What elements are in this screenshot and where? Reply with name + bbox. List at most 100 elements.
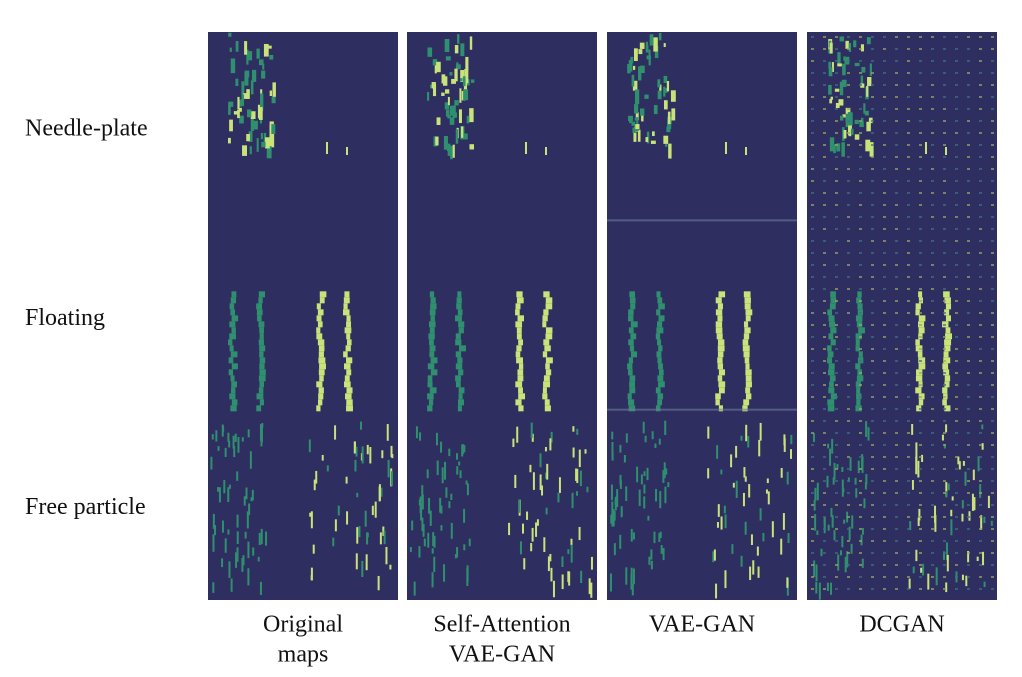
noise-dot [991, 336, 994, 338]
pattern-streak [918, 363, 926, 370]
noise-dot [895, 276, 898, 278]
pattern-streak [732, 482, 735, 488]
noise-dot [835, 132, 838, 134]
pattern-streak [715, 327, 723, 334]
noise-dot [991, 36, 994, 38]
pattern-streak [620, 506, 623, 518]
noise-dot [979, 348, 982, 350]
noise-dot [931, 444, 934, 446]
noise-dot [943, 516, 946, 518]
pattern-streak [656, 327, 664, 334]
noise-dot [883, 132, 886, 134]
pattern-streak [229, 333, 236, 340]
pattern-streak [239, 115, 244, 124]
pattern-streak [512, 438, 515, 448]
pattern-streak [517, 375, 524, 382]
pattern-streak [390, 445, 393, 458]
noise-dot [895, 576, 898, 578]
noise-dot [931, 240, 934, 242]
pattern-streak [663, 75, 668, 83]
pattern-streak [461, 126, 464, 138]
noise-dot [955, 540, 958, 542]
noise-dot [871, 528, 874, 530]
pattern-streak [658, 345, 663, 352]
noise-dot [979, 72, 982, 74]
pattern-streak [724, 570, 727, 589]
pattern-streak [657, 399, 663, 406]
noise-dot [847, 156, 850, 158]
pattern-streak [235, 552, 238, 568]
pattern-streak [838, 99, 844, 106]
pattern-streak [915, 303, 921, 310]
noise-dot [871, 576, 874, 578]
pattern-streak [457, 34, 460, 44]
pattern-streak [744, 357, 750, 364]
pattern-streak [466, 565, 469, 582]
pattern-streak [855, 345, 860, 352]
noise-dot [955, 276, 958, 278]
pattern-streak [212, 534, 215, 552]
noise-dot [955, 36, 958, 38]
noise-dot [967, 132, 970, 134]
noise-dot [871, 396, 874, 398]
pattern-streak [666, 81, 670, 92]
pattern-streak [717, 351, 724, 358]
pattern-streak [707, 468, 710, 479]
noise-dot [895, 168, 898, 170]
pattern-streak [916, 405, 922, 412]
pattern-streak [663, 135, 669, 144]
noise-dot [943, 60, 946, 62]
noise-dot [823, 336, 826, 338]
pattern-streak [658, 438, 661, 445]
pattern-streak [257, 315, 262, 322]
pattern-streak [378, 484, 381, 501]
pattern-streak [654, 45, 659, 59]
noise-dot [823, 516, 826, 518]
noise-dot [823, 264, 826, 266]
noise-dot [895, 60, 898, 62]
noise-dot [895, 228, 898, 230]
noise-dot [931, 396, 934, 398]
noise-dot [967, 276, 970, 278]
noise-dot [931, 456, 934, 458]
noise-dot [979, 540, 982, 542]
noise-dot [931, 348, 934, 350]
pattern-streak [648, 56, 651, 66]
pattern-streak [915, 442, 918, 460]
pattern-streak [260, 132, 263, 140]
pattern-streak [448, 501, 451, 509]
noise-dot [955, 252, 958, 254]
pattern-streak [418, 546, 421, 558]
pattern-streak [832, 477, 835, 485]
noise-dot [871, 84, 874, 86]
pattern-streak [628, 315, 634, 322]
pattern-streak [316, 405, 321, 412]
pattern-streak [545, 303, 553, 310]
pattern-streak [561, 574, 564, 590]
pattern-streak [915, 339, 920, 346]
noise-dot [955, 288, 958, 290]
noise-dot [943, 456, 946, 458]
pattern-streak [222, 425, 225, 433]
pattern-streak [346, 315, 351, 322]
pattern-streak [354, 459, 357, 472]
noise-dot [871, 564, 874, 566]
pattern-streak [546, 463, 549, 480]
noise-dot [967, 432, 970, 434]
pattern-streak [544, 405, 551, 412]
noise-dot [943, 528, 946, 530]
noise-dot [907, 204, 910, 206]
noise-dot [967, 300, 970, 302]
noise-dot [871, 384, 874, 386]
pattern-streak [332, 537, 335, 547]
pattern-streak [543, 339, 550, 346]
pattern-streak [723, 505, 726, 514]
pattern-streak [536, 519, 539, 526]
pattern-streak [317, 339, 325, 346]
pattern-streak [717, 504, 720, 517]
pattern-streak [444, 38, 450, 53]
pattern-streak [269, 133, 275, 148]
noise-dot [991, 348, 994, 350]
noise-dot [979, 252, 982, 254]
pattern-streak [652, 131, 655, 137]
